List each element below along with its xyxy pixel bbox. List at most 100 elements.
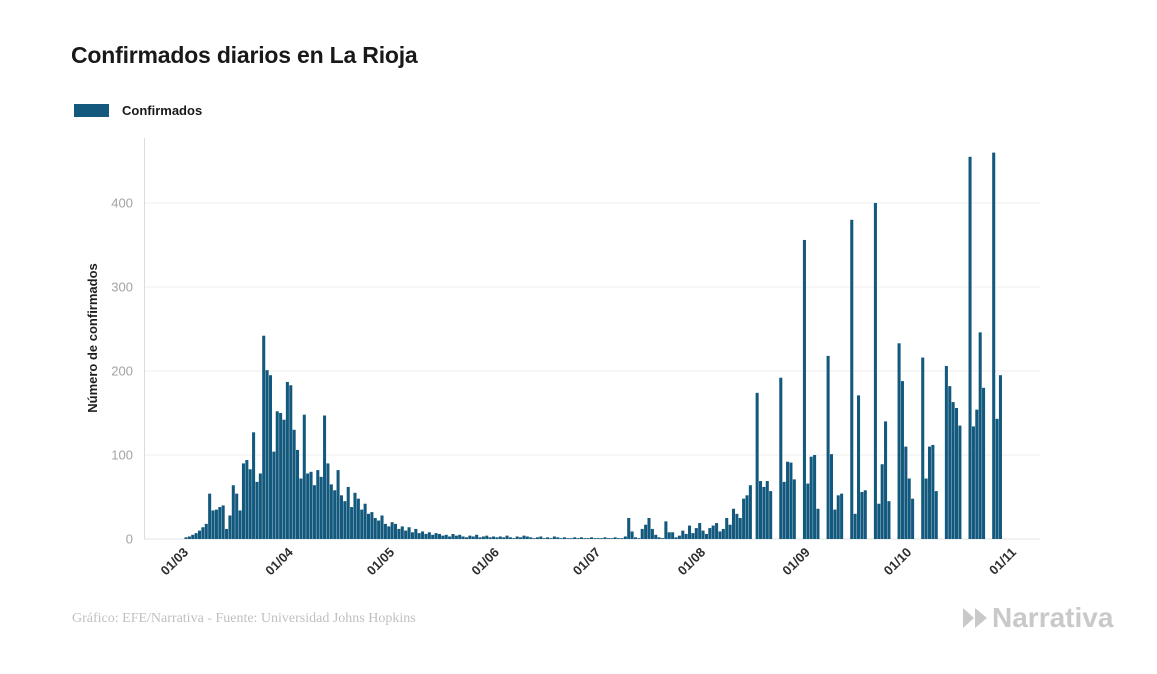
bar <box>951 402 955 539</box>
bar <box>211 510 215 539</box>
bar <box>410 532 414 539</box>
bar <box>542 538 546 539</box>
x-tick-label: 01/08 <box>675 545 709 579</box>
x-tick-label: 01/11 <box>986 545 1019 578</box>
bar <box>475 534 479 539</box>
bar <box>336 470 340 539</box>
bar <box>620 538 624 539</box>
bar <box>316 470 320 539</box>
y-axis-title: Número de confirmados <box>85 263 100 413</box>
bar <box>927 446 932 539</box>
bar <box>252 432 256 539</box>
bar <box>998 375 1002 539</box>
bar <box>698 523 702 539</box>
bar <box>789 462 793 539</box>
bar <box>802 239 806 539</box>
bar <box>637 538 641 539</box>
y-tick-label: 400 <box>111 196 133 211</box>
bar <box>792 479 796 539</box>
bar <box>711 525 715 539</box>
bar <box>221 505 225 539</box>
bar <box>873 203 877 539</box>
bar <box>285 381 289 539</box>
bar <box>289 385 293 539</box>
narrativa-logo-text: Narrativa <box>992 602 1114 633</box>
bar <box>907 478 911 539</box>
bar <box>840 493 844 539</box>
bar <box>748 485 752 539</box>
bar <box>715 523 719 539</box>
bar <box>404 530 408 539</box>
bar <box>779 377 783 539</box>
bar <box>735 513 739 539</box>
bar <box>326 463 330 539</box>
narrativa-logo-icon <box>963 608 987 628</box>
bar <box>718 531 722 539</box>
bar <box>441 535 445 539</box>
bar <box>529 537 533 539</box>
bar <box>191 534 195 539</box>
bar <box>539 536 543 539</box>
chart-credit: Gráfico: EFE/Narrativa - Fuente: Univers… <box>72 611 416 626</box>
bar <box>677 535 681 539</box>
bar <box>593 538 597 539</box>
bar <box>934 491 938 539</box>
bar <box>478 537 482 539</box>
bar <box>245 460 249 539</box>
bar <box>853 513 857 539</box>
bar <box>241 463 245 539</box>
chart-title: Confirmados diarios en La Rioja <box>71 42 418 68</box>
bar <box>522 535 526 539</box>
bar <box>630 531 634 539</box>
x-tick-label: 01/10 <box>881 545 915 579</box>
bar <box>319 476 323 539</box>
bar <box>458 534 462 539</box>
bar <box>887 501 891 539</box>
bar <box>255 481 259 539</box>
bar <box>681 530 685 539</box>
bar <box>556 537 560 539</box>
bar <box>627 518 631 539</box>
bar <box>495 537 499 539</box>
bar <box>302 414 306 539</box>
bar <box>921 357 925 539</box>
bar <box>437 533 441 539</box>
bar <box>512 538 516 539</box>
bar <box>600 538 604 539</box>
bar <box>955 407 959 539</box>
bar <box>559 538 563 539</box>
bar <box>394 523 398 539</box>
bar <box>738 518 742 539</box>
bar <box>366 513 371 539</box>
bar <box>258 473 262 539</box>
bar <box>826 355 830 539</box>
bar <box>782 481 786 539</box>
bar <box>610 538 614 539</box>
bar <box>427 532 431 539</box>
bar <box>644 524 648 539</box>
bar <box>296 449 300 539</box>
bar <box>421 531 425 539</box>
narrativa-logo: Narrativa <box>962 602 1113 634</box>
bar <box>329 484 333 539</box>
bar <box>282 419 286 539</box>
bar <box>360 509 364 539</box>
bar <box>590 537 594 539</box>
bar <box>786 461 790 539</box>
bar <box>769 491 773 539</box>
bar <box>208 493 212 539</box>
bar <box>370 512 374 539</box>
bar <box>525 536 529 539</box>
bar <box>860 491 864 539</box>
x-tick-label: 01/07 <box>570 545 604 579</box>
bar <box>187 536 191 539</box>
bar <box>911 498 915 539</box>
bar <box>617 538 621 539</box>
bar <box>485 535 489 539</box>
bar <box>309 471 313 539</box>
bar <box>218 507 222 539</box>
bar <box>225 528 229 539</box>
bar <box>417 533 421 539</box>
bar <box>664 521 668 539</box>
bar <box>586 538 590 539</box>
